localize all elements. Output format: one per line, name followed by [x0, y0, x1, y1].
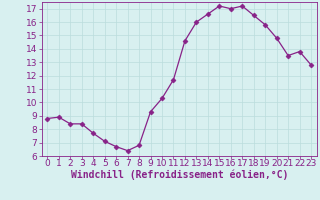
X-axis label: Windchill (Refroidissement éolien,°C): Windchill (Refroidissement éolien,°C) [70, 169, 288, 180]
